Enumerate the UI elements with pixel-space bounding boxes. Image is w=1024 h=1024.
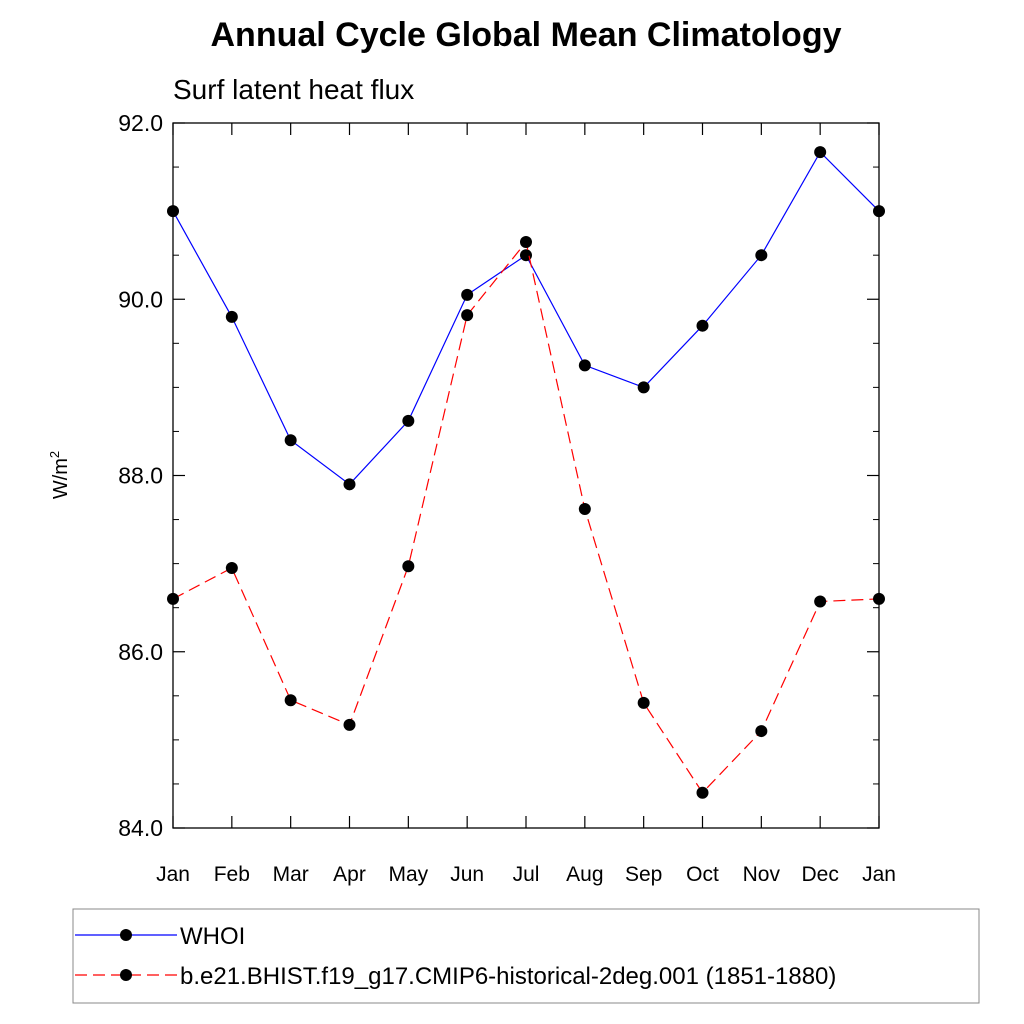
series-2-point — [755, 725, 768, 738]
series-1-point — [461, 288, 474, 301]
series-1-point — [696, 319, 709, 332]
series-1-point — [402, 414, 415, 427]
x-tick-label: Apr — [333, 863, 366, 886]
y-tick-label: 92.0 — [118, 110, 163, 136]
y-axis-label-base: W/m — [50, 458, 72, 499]
x-tick-label: Dec — [801, 863, 838, 886]
legend-label-1: WHOI — [180, 923, 245, 950]
x-tick-label: Sep — [625, 863, 662, 886]
series-2-point — [696, 786, 709, 799]
legend-marker-1 — [120, 929, 132, 941]
series-2-point — [461, 309, 474, 322]
series-2-point — [637, 696, 650, 709]
x-tick-label: Oct — [686, 863, 719, 886]
legend-box — [72, 908, 980, 1004]
x-tick-label: Aug — [566, 863, 603, 886]
x-tick-label: Jun — [450, 863, 484, 886]
x-tick-label: Nov — [743, 863, 781, 886]
series-line-2 — [172, 240, 880, 794]
series-1-point — [814, 146, 827, 159]
y-tick-label: 86.0 — [118, 639, 163, 665]
legend-label-2: b.e21.BHIST.f19_g17.CMIP6-historical-2de… — [180, 963, 836, 990]
series-1-point — [755, 249, 768, 262]
series-2-point — [225, 562, 238, 575]
series-2-point — [343, 718, 356, 731]
y-tick-label: 88.0 — [118, 463, 163, 489]
y-axis-label-superscript: 2 — [47, 451, 62, 458]
series-2-point — [814, 595, 827, 608]
series-2-point — [873, 592, 885, 605]
series-1-point — [284, 434, 297, 447]
series-2-point — [402, 560, 415, 573]
x-tick-label: Jul — [513, 863, 540, 886]
series-1-point — [578, 359, 591, 372]
series-2-point — [167, 592, 179, 605]
x-tick-label: Jan — [862, 863, 896, 886]
chart-title: Annual Cycle Global Mean Climatology — [211, 16, 842, 54]
series-1-point — [167, 205, 179, 218]
plot-area: 84.0 86.0 88.0 90.0 92.0 Jan Feb Mar Apr May Jun Ju… — [118, 110, 896, 886]
legend: WHOI b.e21.BHIST.f19_g17.CMIP6-historical… — [75, 923, 836, 990]
series-2-point — [520, 235, 532, 248]
x-tick-label: Jan — [156, 863, 190, 886]
legend-marker-2 — [120, 969, 132, 981]
x-tick-label: Mar — [273, 863, 309, 886]
chart-subtitle: Surf latent heat flux — [173, 74, 414, 105]
y-tick-label: 90.0 — [118, 286, 163, 312]
series-1-point — [637, 381, 650, 394]
x-tick-label: Feb — [214, 863, 250, 886]
y-axis-label: W/m2 — [47, 451, 72, 499]
series-2-point — [284, 694, 297, 707]
series-1-point — [343, 478, 356, 491]
series-line-1 — [172, 151, 880, 486]
x-tick-label: May — [388, 863, 428, 886]
plot-frame — [172, 122, 880, 829]
series-2-point — [578, 502, 591, 515]
series-1-point — [225, 310, 238, 323]
y-tick-label: 84.0 — [118, 815, 163, 841]
series-1-point — [873, 205, 885, 218]
